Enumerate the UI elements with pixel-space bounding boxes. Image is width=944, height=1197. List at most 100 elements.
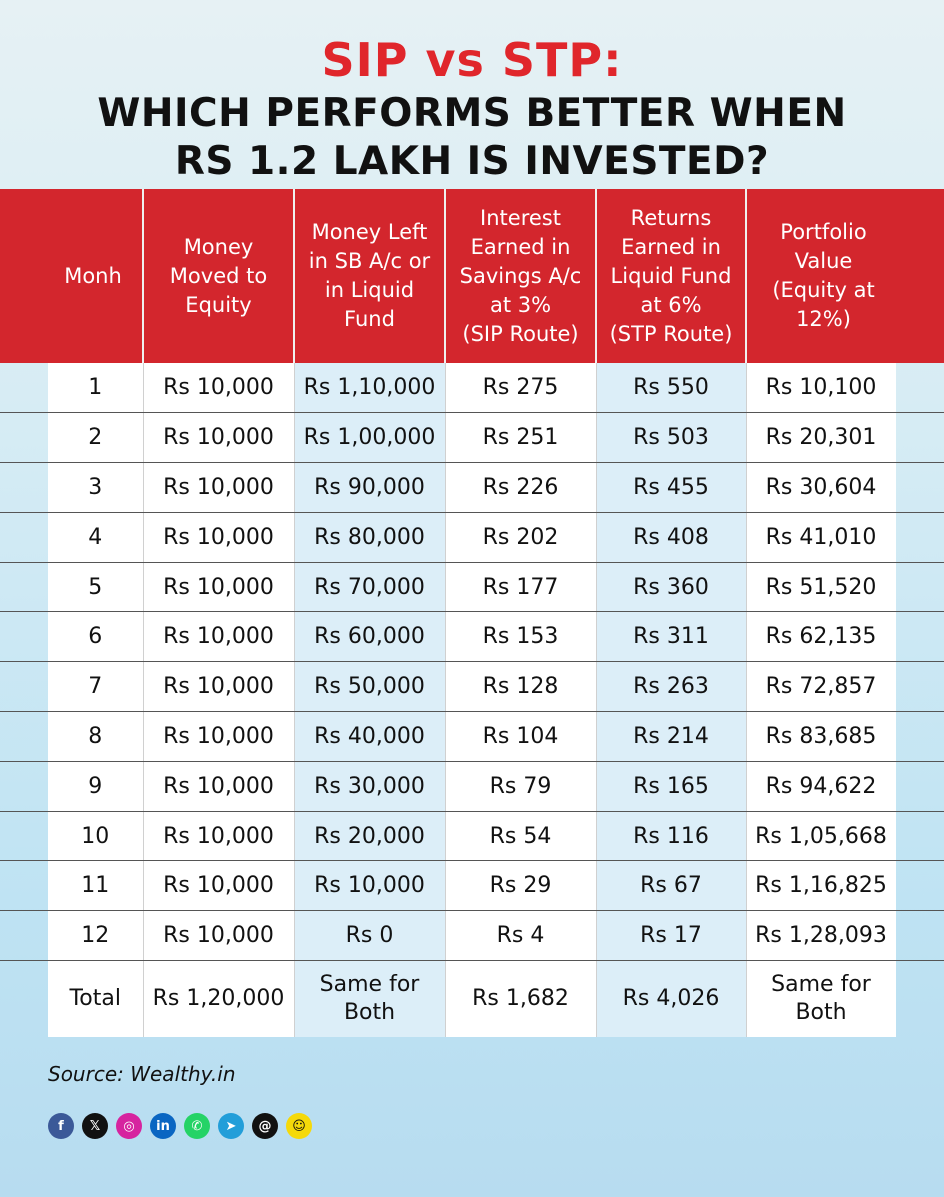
cell-value: Rs 30,000 <box>294 761 445 811</box>
table-cell: Rs 263 <box>596 661 747 713</box>
table-cell: 9 <box>0 761 144 812</box>
table-cell: Rs 54 <box>445 811 597 862</box>
cell-value: Rs 10,000 <box>143 761 294 811</box>
cell-value: Rs 1,28,093 <box>746 911 896 961</box>
table-cell: Rs 40,000 <box>294 711 446 762</box>
table-cell: Rs 94,622 <box>746 761 944 812</box>
cell-value: Rs 10,000 <box>143 612 294 662</box>
x-icon[interactable]: 𝕏 <box>82 1113 108 1139</box>
table-row: 11 Rs 10,000 Rs 10,000 Rs 29 Rs 67 Rs 1,16,82… <box>0 860 944 912</box>
table-cell: 12 <box>0 910 144 962</box>
cell-value: Rs 128 <box>445 662 596 712</box>
cell-value: Rs 104 <box>445 712 596 761</box>
table-cell: Rs 311 <box>596 611 747 663</box>
cell-value: 4 <box>48 512 143 562</box>
cell-value: Rs 20,000 <box>294 811 445 861</box>
cell-value: Rs 10,000 <box>143 363 294 413</box>
cell-value: Rs 1,20,000 <box>143 961 294 1037</box>
cell-value: Rs 60,000 <box>294 612 445 662</box>
table-cell: Rs 10,100 <box>746 363 944 414</box>
table-cell: Rs 20,301 <box>746 412 944 464</box>
whatsapp-icon[interactable]: ✆ <box>184 1113 210 1139</box>
table-cell: Rs 10,000 <box>143 860 295 912</box>
cell-value: Rs 10,000 <box>143 911 294 961</box>
table-cell: Rs 1,00,000 <box>294 412 446 464</box>
cell-value: Rs 10,000 <box>143 662 294 712</box>
cell-value: 12 <box>48 911 143 961</box>
cell-value: Rs 50,000 <box>294 662 445 712</box>
cell-value: Rs 10,000 <box>143 562 294 612</box>
threads-icon[interactable]: @ <box>252 1113 278 1139</box>
table-cell: Rs 10,000 <box>143 462 295 513</box>
cell-value: Rs 177 <box>445 562 596 612</box>
cell-value: 7 <box>48 662 143 712</box>
cell-value: Rs 275 <box>445 363 596 413</box>
cell-value: Rs 503 <box>596 413 746 463</box>
table-cell: Rs 1,16,825 <box>746 860 944 912</box>
cell-value: Rs 1,10,000 <box>294 363 445 413</box>
table-row: 5 Rs 10,000 Rs 70,000 Rs 177 Rs 360 Rs 51,520 <box>0 562 944 613</box>
table-cell: Rs 10,000 <box>143 611 295 663</box>
cell-value: Rs 360 <box>596 562 746 612</box>
table-cell: Rs 360 <box>596 562 747 613</box>
telegram-icon[interactable]: ➤ <box>218 1113 244 1139</box>
cell-value: Rs 10,100 <box>746 363 896 413</box>
table-row: 3 Rs 10,000 Rs 90,000 Rs 226 Rs 455 Rs 30,604 <box>0 462 944 513</box>
cell-value: Rs 83,685 <box>746 712 896 761</box>
cell-value: Rs 80,000 <box>294 512 445 562</box>
cell-value: Rs 10,000 <box>143 712 294 761</box>
table-cell: Rs 503 <box>596 412 747 464</box>
cell-value: Same for Both <box>294 961 445 1037</box>
table-row: 8 Rs 10,000 Rs 40,000 Rs 104 Rs 214 Rs 83,685 <box>0 711 944 762</box>
cell-value: Rs 70,000 <box>294 562 445 612</box>
table-cell: Rs 275 <box>445 363 597 414</box>
cell-value: Rs 10,000 <box>143 811 294 861</box>
table-row: 7 Rs 10,000 Rs 50,000 Rs 128 Rs 263 Rs 72,857 <box>0 661 944 713</box>
table-cell: Rs 1,682 <box>445 960 597 1037</box>
table-row: 1 Rs 10,000 Rs 1,10,000 Rs 275 Rs 550 Rs 10,1… <box>0 363 944 414</box>
table-cell: Rs 1,10,000 <box>294 363 446 414</box>
cell-value: Rs 1,00,000 <box>294 413 445 463</box>
linkedin-icon[interactable]: in <box>150 1113 176 1139</box>
cell-value: Rs 29 <box>445 861 596 911</box>
table-row: 2 Rs 10,000 Rs 1,00,000 Rs 251 Rs 503 Rs 20,3… <box>0 412 944 464</box>
table-cell: Rs 83,685 <box>746 711 944 762</box>
table-cell: Rs 20,000 <box>294 811 446 862</box>
cell-value: 6 <box>48 612 143 662</box>
cell-value: Rs 62,135 <box>746 612 896 662</box>
cell-value: Rs 165 <box>596 761 746 811</box>
table-cell: Rs 10,000 <box>143 711 295 762</box>
table-cell: Rs 50,000 <box>294 661 446 713</box>
cell-value: 5 <box>48 562 143 612</box>
cell-value: Rs 263 <box>596 662 746 712</box>
table-cell: Rs 202 <box>445 512 597 563</box>
table-cell: Rs 90,000 <box>294 462 446 513</box>
cell-value: Rs 4 <box>445 911 596 961</box>
cell-value: 3 <box>48 463 143 512</box>
facebook-icon[interactable]: f <box>48 1113 74 1139</box>
cell-value: Rs 72,857 <box>746 662 896 712</box>
instagram-icon[interactable]: ◎ <box>116 1113 142 1139</box>
cell-value: Rs 10,000 <box>143 413 294 463</box>
table-cell: Rs 550 <box>596 363 747 414</box>
table-cell: Rs 62,135 <box>746 611 944 663</box>
cell-value: Rs 51,520 <box>746 562 896 612</box>
snapchat-icon[interactable]: ☺ <box>286 1113 312 1139</box>
cell-value: Rs 153 <box>445 612 596 662</box>
cell-value: Rs 1,682 <box>445 961 596 1037</box>
cell-value: Total <box>48 961 143 1037</box>
header-money-moved: Money Moved to Equity <box>143 189 295 363</box>
cell-value: Rs 408 <box>596 512 746 562</box>
table-cell: Total <box>0 960 144 1037</box>
table-cell: Rs 226 <box>445 462 597 513</box>
table-cell: Rs 1,05,668 <box>746 811 944 862</box>
cell-value: Rs 10,000 <box>143 512 294 562</box>
table-row: 10 Rs 10,000 Rs 20,000 Rs 54 Rs 116 Rs 1,05,6… <box>0 811 944 862</box>
table-cell: Same for Both <box>746 960 944 1037</box>
cell-value: Same for Both <box>746 961 896 1037</box>
table-cell: Rs 30,604 <box>746 462 944 513</box>
table-cell: 10 <box>0 811 144 862</box>
table-cell: Rs 67 <box>596 860 747 912</box>
table-header-row: Monh Money Moved to Equity Money Left in… <box>0 189 944 363</box>
cell-value: 9 <box>48 761 143 811</box>
